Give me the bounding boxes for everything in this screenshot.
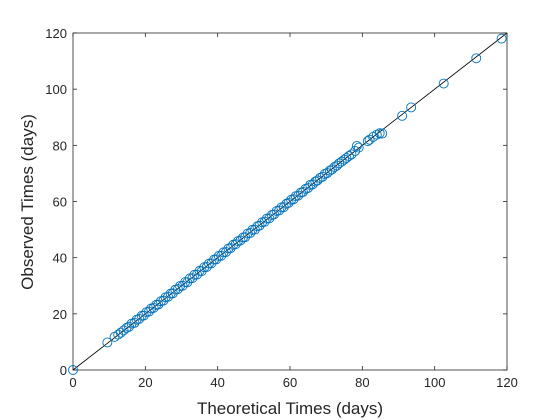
y-tick-label: 100 bbox=[45, 82, 67, 97]
x-tick-label: 60 bbox=[283, 375, 297, 390]
data-point bbox=[312, 175, 323, 186]
data-point bbox=[298, 187, 308, 197]
x-axis-ticks: 0 20 40 60 80 100 120 bbox=[69, 33, 518, 390]
x-axis-title: Theoretical Times (days) bbox=[197, 399, 383, 418]
data-point bbox=[353, 142, 364, 153]
y-tick-label: 60 bbox=[53, 195, 67, 210]
x-tick-label: 40 bbox=[210, 375, 224, 390]
x-tick-label: 120 bbox=[496, 375, 518, 390]
data-point bbox=[351, 140, 362, 151]
data-point bbox=[283, 197, 294, 208]
y-tick-label: 40 bbox=[53, 251, 67, 266]
data-point bbox=[397, 110, 408, 121]
data-point bbox=[364, 134, 375, 145]
data-point bbox=[406, 102, 417, 113]
x-tick-label: 0 bbox=[69, 375, 76, 390]
y-tick-label: 0 bbox=[60, 363, 67, 378]
data-point bbox=[341, 153, 352, 163]
data-points bbox=[68, 33, 507, 375]
x-tick-label: 20 bbox=[138, 375, 152, 390]
data-point bbox=[138, 310, 149, 321]
data-point bbox=[371, 129, 382, 140]
data-point bbox=[269, 209, 280, 220]
data-point bbox=[346, 149, 357, 160]
data-point bbox=[211, 254, 222, 265]
data-point bbox=[327, 164, 337, 175]
data-point bbox=[225, 243, 236, 254]
x-tick-label: 100 bbox=[424, 375, 446, 390]
data-point bbox=[102, 337, 113, 348]
y-axis-ticks: 0 20 40 60 80 100 120 bbox=[45, 26, 507, 378]
x-tick-label: 80 bbox=[355, 375, 369, 390]
data-point bbox=[471, 53, 482, 64]
data-point bbox=[118, 325, 129, 336]
data-point bbox=[350, 145, 361, 156]
data-point bbox=[334, 158, 345, 169]
data-point bbox=[496, 33, 507, 44]
data-point bbox=[254, 220, 265, 231]
y-tick-label: 20 bbox=[53, 307, 67, 322]
y-tick-label: 120 bbox=[45, 26, 67, 41]
data-point bbox=[124, 321, 135, 332]
data-point bbox=[377, 128, 388, 139]
data-point bbox=[438, 78, 449, 89]
data-point bbox=[344, 151, 354, 161]
y-axis-title: Observed Times (days) bbox=[18, 114, 37, 290]
data-point bbox=[153, 299, 164, 310]
y-tick-label: 80 bbox=[53, 138, 67, 153]
data-point bbox=[68, 365, 78, 375]
